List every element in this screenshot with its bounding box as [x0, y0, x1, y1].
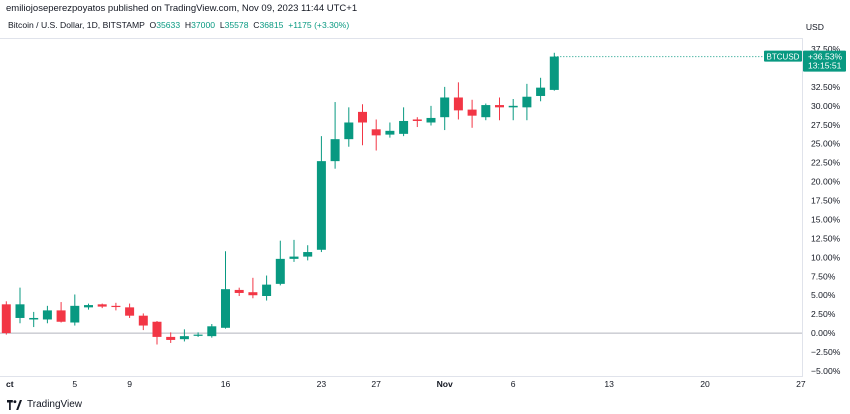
y-tick-label: 20.00% [811, 177, 841, 187]
y-tick-label: 2.50% [811, 309, 836, 319]
x-tick-label: 13 [604, 379, 614, 389]
candle-down [453, 97, 463, 111]
candle-down [248, 292, 258, 296]
candle-up [316, 161, 326, 250]
symbol-badge-text: BTCUSD [767, 53, 800, 62]
price-axis: 37.50%35.00%32.50%30.00%27.50%25.00%22.5… [811, 44, 841, 376]
candle-down [152, 321, 162, 337]
candle-up [549, 56, 559, 90]
symbol-badge-box [764, 50, 802, 62]
candle-up [536, 87, 546, 96]
x-tick-label: ct [6, 379, 14, 389]
publish-info: emiliojoseperezpoyatos published on Trad… [6, 3, 358, 14]
candle-down [467, 109, 477, 116]
candle-up [303, 252, 313, 257]
candle-up [522, 96, 532, 108]
candle-down [495, 105, 504, 108]
candle-down [166, 336, 176, 340]
candle-up [399, 120, 409, 134]
y-tick-label: 27.50% [811, 120, 841, 130]
candle-down [234, 289, 244, 293]
y-tick-label: 15.00% [811, 214, 841, 224]
candle-layer [1, 52, 559, 345]
candle-down [138, 315, 148, 326]
candle-up [221, 289, 230, 328]
y-tick-label: 25.00% [811, 139, 841, 149]
candle-down [125, 307, 135, 316]
candle-up [508, 105, 518, 108]
candle-up [207, 326, 217, 337]
symbol-title: Bitcoin / U.S. Dollar, 1D, BITSTAMP [8, 20, 145, 30]
candle-up [385, 130, 395, 135]
y-tick-label: 12.50% [811, 233, 841, 243]
candle-up [426, 117, 436, 123]
candle-up [262, 284, 272, 296]
candle-up [70, 305, 80, 323]
x-tick-label: 27 [371, 379, 381, 389]
value-badge-change: +36.53% [808, 52, 843, 62]
candle-up [15, 304, 25, 318]
y-tick-label: −5.00% [811, 366, 841, 376]
candle-down [97, 304, 107, 307]
time-axis: ct 5 9 16 23 27 Nov 6 13 20 27 [6, 379, 806, 389]
open-key: O [149, 20, 157, 30]
candle-down [371, 129, 381, 136]
y-tick-label: 0.00% [811, 328, 836, 338]
y-tick-label: 22.50% [811, 158, 841, 168]
candle-down [358, 111, 367, 123]
tradingview-logo-icon [7, 399, 22, 410]
candle-up [330, 139, 340, 162]
candle-up [179, 336, 189, 340]
candle-down [56, 310, 66, 322]
x-tick-label: 20 [700, 379, 710, 389]
y-tick-label: −2.50% [811, 347, 841, 357]
candle-up [344, 122, 354, 140]
x-tick-label: 23 [317, 379, 327, 389]
candle-down [1, 304, 11, 334]
candle-down [412, 119, 422, 121]
close-key: C [253, 20, 260, 30]
footer: TradingView [7, 399, 82, 410]
x-tick-label: Nov [437, 379, 453, 389]
x-tick-label: 5 [72, 379, 77, 389]
candle-up [42, 310, 52, 320]
low-value: 35578 [224, 20, 249, 30]
low-key: L [219, 20, 225, 30]
candle-up [440, 97, 450, 118]
candle-up [193, 334, 203, 336]
high-value: 37000 [191, 20, 216, 30]
candle-up [289, 256, 299, 259]
x-tick-label: 16 [221, 379, 231, 389]
footer-brand: TradingView [27, 399, 83, 410]
chart-frame [0, 38, 803, 377]
value-badge-box [803, 50, 846, 72]
y-tick-label: 5.00% [811, 290, 836, 300]
y-tick-label: 37.50% [811, 44, 841, 54]
y-tick-label: 7.50% [811, 271, 836, 281]
change-value: +1175 (+3.30%) [288, 20, 350, 30]
y-tick-label: 30.00% [811, 101, 841, 111]
candle-up [84, 305, 93, 308]
x-tick-label: 9 [127, 379, 132, 389]
y-tick-label: 17.50% [811, 196, 841, 206]
y-tick-label: 32.50% [811, 82, 841, 92]
candle-up [29, 317, 39, 320]
open-value: 35633 [156, 20, 181, 30]
close-value: 36815 [259, 20, 284, 30]
currency-label[interactable]: USD [805, 22, 824, 32]
high-key: H [184, 20, 192, 30]
symbol-legend: Bitcoin / U.S. Dollar, 1D, BITSTAMP O356… [8, 20, 349, 30]
value-badge-countdown: 13:15:51 [808, 61, 842, 71]
y-tick-label: 10.00% [811, 252, 841, 262]
last-price-badge: BTCUSD +36.53%13:15:51 [554, 50, 846, 72]
candle-up [275, 258, 285, 284]
x-tick-label: 27 [796, 379, 806, 389]
candle-up [481, 105, 491, 118]
x-tick-label: 6 [511, 379, 516, 389]
candle-down [111, 305, 121, 308]
